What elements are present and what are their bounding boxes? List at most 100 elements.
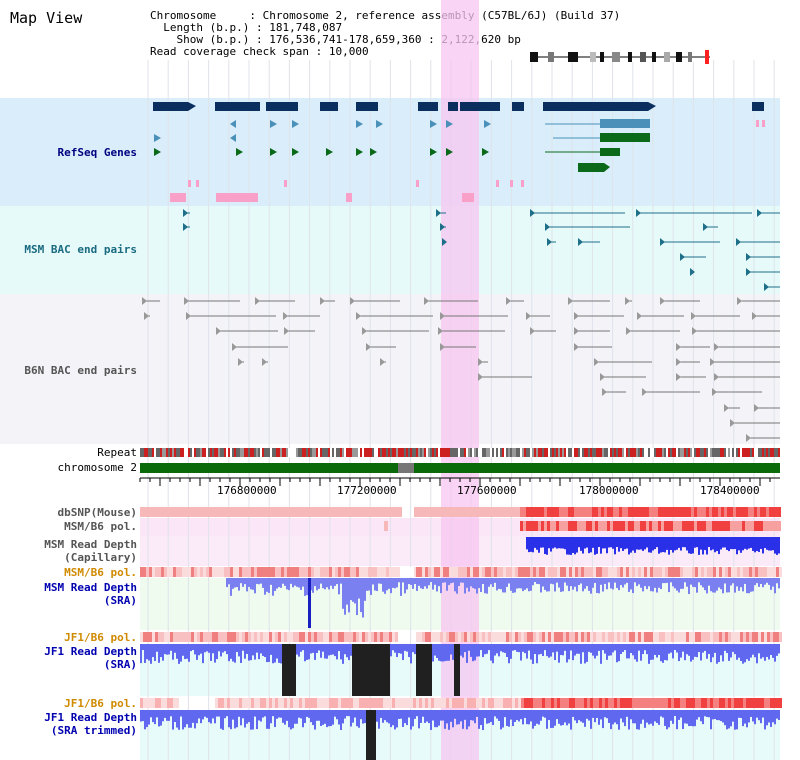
pol-bar [341, 698, 344, 708]
pol-bar [182, 632, 185, 642]
feature-arrow [154, 148, 161, 156]
read-depth-bar [496, 710, 498, 719]
read-depth-bar [528, 644, 530, 651]
repeat-segment [436, 448, 438, 457]
pol-bar [473, 632, 476, 642]
repeat-segment [288, 448, 290, 457]
pol-bar [443, 632, 446, 642]
bac-end-marker [637, 312, 642, 320]
repeat-segment [240, 448, 242, 457]
read-depth-bar [616, 537, 618, 548]
read-depth-bar [576, 578, 578, 592]
read-depth-bar [400, 710, 402, 719]
pol-bar [221, 632, 224, 642]
gene-block [521, 180, 524, 187]
pol-bar [485, 698, 488, 708]
read-depth-bar [606, 710, 608, 719]
pol-bar [644, 567, 647, 577]
repeat-segment [696, 448, 698, 457]
pol-bar [272, 632, 275, 642]
read-depth-bar [354, 578, 356, 604]
read-depth-bar [540, 644, 542, 654]
track-label-msm-depth-sra[interactable]: MSM Read Depth (SRA) [0, 581, 137, 607]
feature-arrow [648, 102, 656, 111]
read-depth-bar [512, 578, 514, 593]
read-depth-bar [216, 710, 218, 717]
read-depth-bar [554, 537, 556, 548]
pol-bar [586, 521, 589, 531]
read-depth-bar [694, 578, 696, 588]
read-depth-bar [236, 578, 238, 588]
read-depth-bar [690, 578, 692, 585]
pol-bar [323, 698, 326, 708]
read-depth-bar [598, 710, 600, 725]
pol-bar [452, 567, 455, 577]
pol-bar [761, 698, 764, 708]
read-depth-bar [590, 644, 592, 653]
track-label-refseq[interactable]: RefSeq Genes [57, 146, 137, 159]
feature-arrow [292, 120, 299, 128]
read-depth-bar [190, 710, 192, 728]
repeat-segment [644, 448, 646, 457]
track-label-jf1-b6-pol-2[interactable]: JF1/B6 pol. [64, 697, 137, 710]
pol-bar [701, 632, 704, 642]
dbsnp-bar [559, 507, 562, 517]
track-label-b6n-bac[interactable]: B6N BAC end pairs [24, 364, 137, 377]
track-label-msm-depth-capillary[interactable]: MSM Read Depth (Capillary) [0, 538, 137, 564]
repeat-segment [530, 448, 532, 457]
read-depth-bar [340, 644, 342, 660]
read-depth-bar [404, 710, 406, 724]
read-depth-bar [692, 710, 694, 727]
pol-bar [272, 567, 275, 577]
read-depth-bar [642, 710, 644, 720]
read-depth-bar [776, 578, 778, 584]
track-label-msm-b6-pol[interactable]: MSM/B6 pol. [64, 520, 137, 533]
track-label-jf1-depth-sra[interactable]: JF1 Read Depth (SRA) [0, 645, 137, 671]
gene-block [543, 102, 648, 111]
read-depth-bar [596, 578, 598, 593]
read-depth-bar [580, 578, 582, 584]
read-depth-bar [720, 644, 722, 656]
pol-bar [227, 567, 230, 577]
pol-bar [161, 698, 164, 708]
read-depth-bar [174, 710, 176, 723]
pol-bar [574, 521, 577, 531]
read-depth-bar [750, 578, 752, 592]
repeat-segment [582, 448, 584, 457]
jf1-depth-trimmed-line2: (SRA trimmed) [50, 724, 137, 737]
pol-bar [668, 632, 671, 642]
read-depth-bar [482, 644, 484, 658]
track-label-msm-bac[interactable]: MSM BAC end pairs [24, 243, 137, 256]
pol-bar [512, 567, 515, 577]
repeat-segment [674, 448, 676, 457]
track-label-dbsnp[interactable]: dbSNP(Mouse) [57, 506, 137, 519]
read-depth-bar [376, 578, 378, 591]
repeat-segment [552, 448, 554, 457]
repeat-segment [610, 448, 612, 457]
read-depth-bar [312, 578, 314, 593]
repeat-segment [426, 448, 428, 457]
pol-bar [230, 698, 233, 708]
repeat-segment [604, 448, 606, 457]
track-label-repeat[interactable]: Repeat [97, 446, 137, 459]
read-depth-bar [296, 644, 298, 655]
dbsnp-bar [535, 507, 538, 517]
read-depth-bar [704, 578, 706, 591]
track-label-msm-b6-pol-2[interactable]: MSM/B6 pol. [64, 566, 137, 579]
read-depth-bar [680, 644, 682, 658]
pol-bar [764, 632, 767, 642]
track-label-jf1-b6-pol[interactable]: JF1/B6 pol. [64, 631, 137, 644]
repeat-segment [296, 448, 298, 457]
dbsnp-bar [547, 507, 550, 517]
pol-bar [709, 521, 712, 531]
read-depth-bar [494, 710, 496, 717]
gene-block [448, 102, 458, 111]
repeat-segment [772, 448, 774, 457]
read-depth-bar [676, 644, 678, 653]
read-depth-bar [760, 644, 762, 659]
track-label-jf1-depth-trimmed[interactable]: JF1 Read Depth (SRA trimmed) [0, 711, 137, 737]
repeat-segment [448, 448, 450, 457]
repeat-segment [498, 448, 500, 457]
pol-bar [755, 567, 758, 577]
